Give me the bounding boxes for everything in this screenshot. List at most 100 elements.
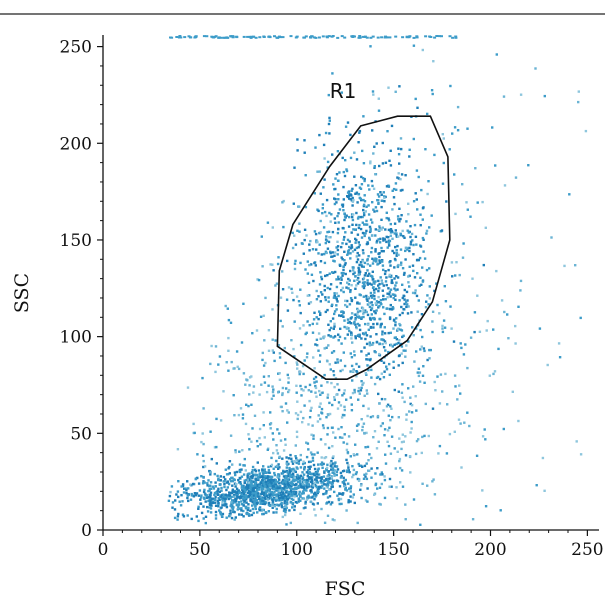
data-point [431, 407, 435, 410]
data-point [270, 456, 273, 460]
data-point [256, 473, 259, 477]
data-point [333, 251, 337, 254]
data-point [371, 262, 375, 265]
data-point [221, 499, 224, 502]
data-point [190, 492, 193, 496]
data-point [346, 281, 349, 284]
data-point [293, 508, 296, 512]
data-point [358, 263, 361, 267]
data-point [396, 288, 399, 291]
data-point [312, 484, 315, 487]
data-point [389, 331, 392, 334]
data-point [310, 453, 314, 456]
data-point [325, 35, 329, 38]
data-point [366, 279, 369, 282]
data-point [337, 212, 340, 215]
data-point [283, 500, 286, 503]
data-point [351, 218, 355, 222]
data-point [241, 490, 245, 493]
data-point [407, 305, 410, 308]
data-point [305, 356, 309, 359]
data-point [232, 478, 235, 481]
data-point [367, 184, 370, 187]
data-point [184, 487, 187, 490]
data-point [327, 122, 331, 126]
data-point [326, 308, 329, 312]
data-point [214, 492, 218, 495]
data-point [227, 349, 230, 352]
data-point [294, 478, 297, 481]
data-point [339, 264, 342, 267]
data-point [495, 53, 498, 56]
data-point [352, 322, 355, 325]
data-point [403, 271, 406, 275]
data-point [242, 492, 246, 496]
data-point [282, 225, 285, 229]
data-point [362, 315, 365, 319]
data-point [219, 479, 222, 482]
data-point [486, 319, 489, 323]
data-point [234, 516, 237, 519]
data-point [270, 481, 273, 485]
data-point [437, 452, 440, 455]
data-point [256, 477, 260, 480]
data-point [380, 250, 383, 253]
data-point [369, 274, 373, 278]
data-point [331, 456, 335, 460]
data-point [369, 227, 372, 230]
data-point [431, 330, 434, 334]
data-point [268, 471, 272, 474]
data-point [384, 462, 388, 465]
data-point [233, 510, 236, 514]
data-point [389, 343, 393, 346]
data-point [370, 376, 373, 379]
data-point [239, 481, 242, 484]
data-point [373, 210, 376, 213]
data-point [273, 473, 277, 477]
data-point [307, 472, 310, 475]
data-point [318, 243, 321, 246]
data-point [339, 492, 342, 495]
data-point [244, 494, 248, 497]
data-point [349, 269, 352, 273]
data-point [359, 309, 362, 313]
data-point [384, 280, 388, 283]
data-point [356, 453, 359, 456]
data-point [377, 279, 380, 283]
data-point [355, 246, 359, 250]
data-point [372, 93, 375, 96]
data-point [189, 498, 193, 501]
data-point [272, 451, 275, 455]
data-point [278, 455, 281, 459]
data-point [294, 444, 297, 447]
data-point [225, 488, 228, 492]
data-point [378, 287, 381, 290]
data-point [233, 482, 237, 485]
data-point [236, 508, 239, 511]
data-point [364, 475, 367, 478]
data-point [294, 483, 298, 486]
data-point [379, 503, 382, 506]
data-point [217, 363, 220, 366]
data-point [340, 426, 343, 429]
data-point [358, 392, 361, 395]
data-point [342, 476, 345, 479]
data-point [393, 388, 396, 392]
data-point [425, 229, 429, 233]
data-point [337, 401, 341, 404]
data-point [323, 347, 326, 350]
data-point [334, 361, 337, 364]
data-point [466, 127, 469, 130]
data-point [384, 349, 387, 352]
data-point [419, 224, 422, 227]
data-point [176, 490, 180, 493]
data-point [291, 475, 294, 479]
data-point [278, 432, 281, 435]
data-point [343, 259, 346, 262]
data-point [261, 484, 264, 487]
data-point [404, 435, 407, 438]
data-point [315, 479, 319, 482]
data-point [347, 469, 350, 472]
data-point [424, 306, 428, 309]
data-point [247, 472, 250, 475]
